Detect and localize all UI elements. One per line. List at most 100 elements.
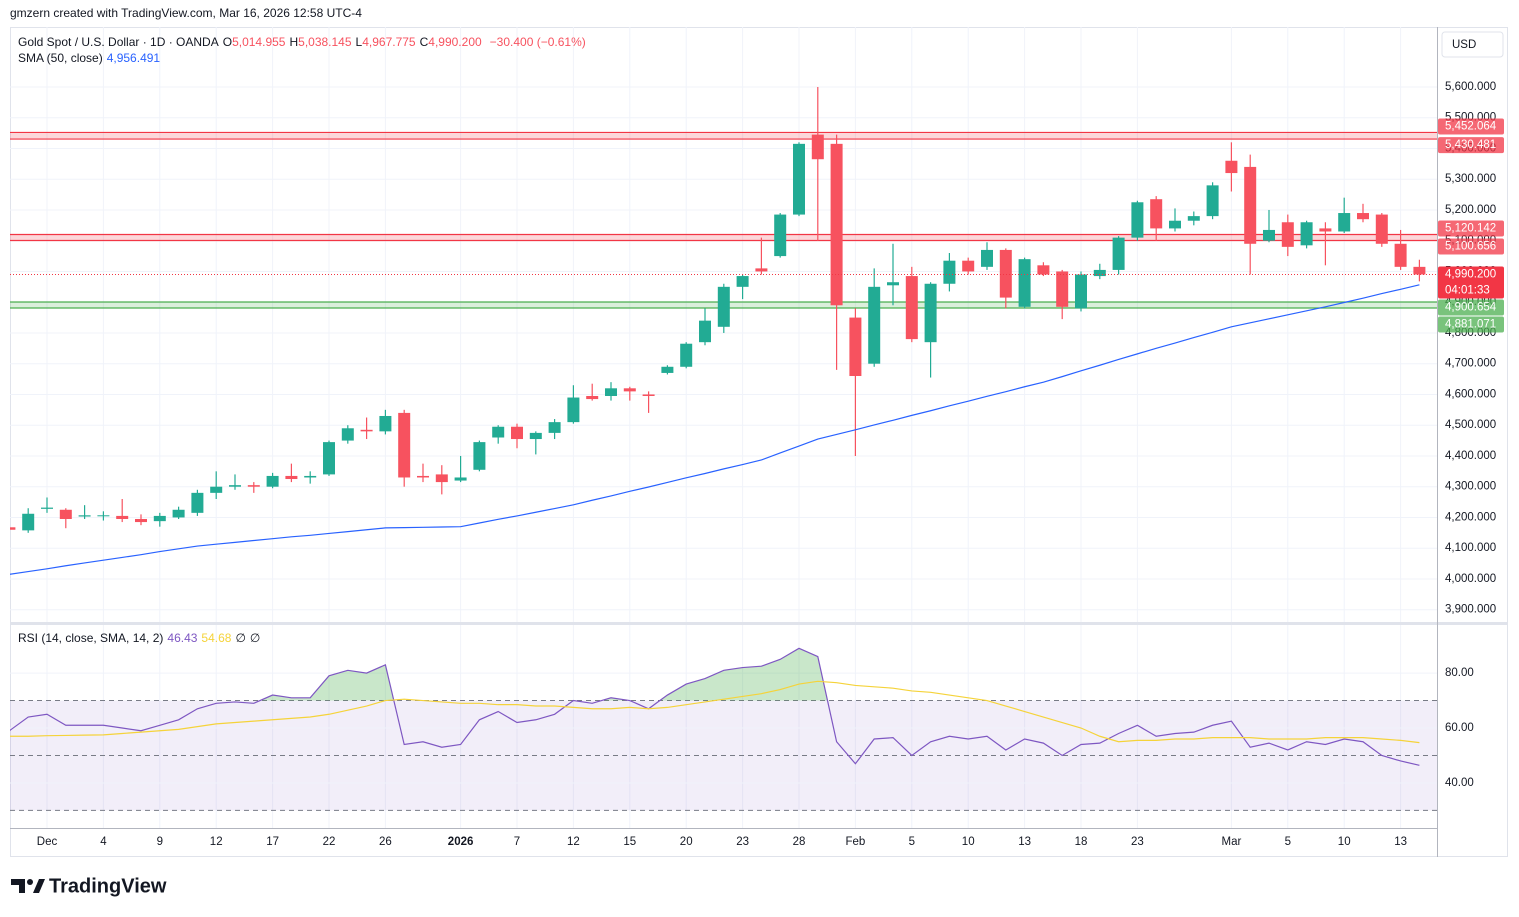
x-tick-label: 17 — [266, 836, 279, 848]
y-tick-label: 40.00 — [1445, 777, 1474, 789]
candle-body — [905, 276, 918, 340]
change: −30.400 (−0.61%) — [489, 35, 586, 49]
currency[interactable]: USD — [1452, 39, 1476, 51]
candle-body — [1187, 216, 1200, 221]
candle-body — [717, 286, 730, 327]
candle-body — [868, 286, 881, 364]
frame — [10, 27, 1508, 857]
candle-body — [567, 397, 580, 423]
candle-body — [999, 249, 1012, 298]
y-tick-label: 5,200.000 — [1445, 204, 1496, 216]
candle-body — [210, 486, 223, 493]
candle-body — [736, 276, 749, 287]
x-tick-label: 7 — [514, 836, 520, 848]
candle-body — [323, 442, 335, 475]
price-label: 5,120.142 — [1445, 223, 1496, 235]
candle-body — [642, 394, 655, 396]
candle-body — [1225, 160, 1238, 174]
candle-body — [417, 475, 429, 478]
x-tick-label: 13 — [1394, 836, 1407, 848]
x-tick-label: 10 — [1338, 836, 1351, 848]
x-tick-label: 23 — [1131, 836, 1144, 848]
x-tick-label: 26 — [379, 836, 392, 848]
candle-body — [435, 474, 448, 483]
y-tick-label: 4,300.000 — [1445, 481, 1496, 493]
y-tick-label: 4,600.000 — [1445, 388, 1496, 400]
logo-mark — [11, 879, 25, 893]
y-tick-label: 4,100.000 — [1445, 542, 1496, 554]
x-tick-label: 5 — [1285, 836, 1291, 848]
candle-body — [135, 518, 147, 523]
rsi-legend: RSI (14, close, SMA, 14, 2) 46.43 54.68 ∅ ∅ — [18, 630, 264, 646]
y-tick-label: 5,300.000 — [1445, 173, 1496, 185]
zone — [10, 234, 1437, 241]
candle-body — [97, 515, 110, 517]
candle-body — [1018, 259, 1031, 307]
y-tick-label: 4,700.000 — [1445, 358, 1496, 370]
price-label-box — [1438, 137, 1504, 154]
x-tick-label: 5 — [909, 836, 915, 848]
price-label-box — [1438, 220, 1504, 237]
candle-body — [830, 143, 843, 306]
candle-body — [529, 432, 542, 440]
x-tick-label: 9 — [157, 836, 163, 848]
x-tick-label: 22 — [323, 836, 336, 848]
candle-body — [962, 260, 975, 272]
price-label-box — [1438, 238, 1504, 255]
candle-body — [78, 515, 91, 517]
candle-body — [247, 485, 260, 487]
x-tick-label: 12 — [210, 836, 223, 848]
candle-body — [887, 282, 899, 286]
x-tick-label: 13 — [1018, 836, 1031, 848]
ohlc-key: L — [355, 35, 363, 49]
ohlc-key: C — [419, 35, 429, 49]
y-tick-label: 60.00 — [1445, 722, 1474, 734]
x-tick-label: 28 — [793, 836, 806, 848]
candle-body — [492, 426, 505, 438]
sma-value: 4,956.491 — [106, 51, 161, 65]
price-label: 04:01:33 — [1445, 285, 1490, 297]
candle-body — [586, 395, 599, 400]
y-tick-label: 5,600.000 — [1445, 81, 1496, 93]
candle-body — [304, 475, 317, 478]
price-legend: Gold Spot / U.S. Dollar · 1D · OANDA O5,0… — [18, 34, 590, 66]
price-label: 4,990.200 — [1445, 269, 1496, 281]
candle-body — [191, 492, 204, 513]
price-label: 4,881.071 — [1445, 319, 1496, 331]
x-tick-label: 15 — [623, 836, 636, 848]
currency-button[interactable] — [1441, 31, 1504, 58]
x-tick-label: 10 — [962, 836, 975, 848]
candle-body — [1244, 166, 1257, 244]
x-tick-label: Mar — [1221, 836, 1241, 848]
candle-body — [680, 343, 693, 367]
ohlc-value: 4,990.200 — [428, 35, 482, 49]
candle-body — [172, 509, 185, 518]
x-tick-label: Feb — [845, 836, 865, 848]
attribution: gmzern created with TradingView.com, Mar… — [10, 6, 362, 20]
candle-body — [266, 475, 279, 487]
price-pane — [10, 27, 1437, 622]
price-labels: 5,452.064 5,430.481 5,120.142 5,100.656 4,99… — [1438, 118, 1504, 333]
price-label-box — [1438, 118, 1504, 135]
candle-body — [1056, 271, 1069, 307]
candle-body — [398, 412, 411, 478]
sma-line — [10, 284, 1420, 575]
price-label: 5,430.481 — [1445, 139, 1496, 151]
rsi-ma-line — [10, 680, 1420, 744]
candle-body — [1131, 202, 1144, 238]
candle-body — [379, 415, 392, 432]
y-tick-label: 3,900.000 — [1445, 604, 1496, 616]
price-label-box — [1438, 316, 1504, 333]
rsi-extra: ∅ — [235, 631, 246, 645]
price-label: 5,452.064 — [1445, 120, 1497, 132]
ohlc-value: 5,014.955 — [232, 35, 286, 49]
candle-body — [981, 249, 993, 267]
candle-body — [1093, 269, 1106, 277]
zone — [10, 132, 1437, 140]
candle-body — [1263, 229, 1275, 241]
candle-body — [1300, 222, 1313, 246]
candle-body — [341, 428, 354, 441]
logo: TradingView — [11, 875, 167, 897]
logo-mark — [33, 879, 45, 893]
